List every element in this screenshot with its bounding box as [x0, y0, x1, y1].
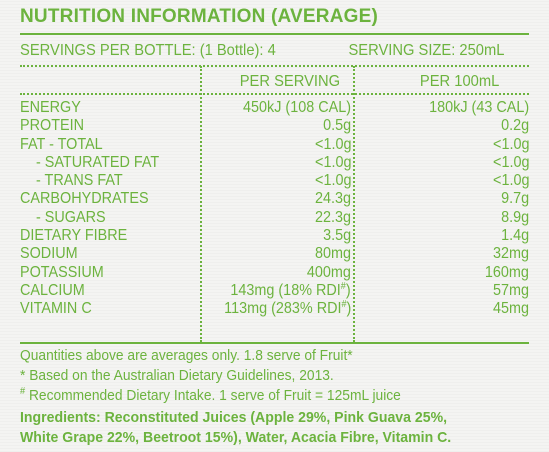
- table-row: DIETARY FIBRE 3.5g 1.4g: [20, 227, 529, 245]
- table-row: ENERGY 450kJ (108 CAL) 180kJ (43 CAL): [20, 99, 529, 117]
- footnote-averages: Quantities above are averages only. 1.8 …: [20, 347, 353, 364]
- table-row: SODIUM 80mg 32mg: [20, 245, 529, 263]
- per-serving-value: 113mg (283% RDI#): [224, 300, 351, 318]
- serving-size: SERVING SIZE: 250mL: [348, 42, 505, 59]
- table-row: PROTEIN 0.5g 0.2g: [20, 117, 529, 135]
- nutrient-name: FAT - TOTAL: [20, 135, 103, 153]
- per-100ml-value: 160mg: [484, 263, 529, 281]
- nutrient-name: ENERGY: [20, 99, 81, 116]
- nutrient-name: - SATURATED FAT: [36, 153, 160, 171]
- per-100ml-value: 57mg: [492, 281, 529, 299]
- rdi-footnote-text: Recommended Dietary Intake. 1 serve of F…: [25, 387, 401, 404]
- per-100ml-value: <1.0g: [492, 153, 529, 171]
- per-serving-amount: 143mg (18% RDI: [230, 281, 342, 299]
- rdi-mark: #: [341, 299, 347, 311]
- column-header-per-100ml: PER 100mL: [419, 73, 499, 90]
- per-serving-value: <1.0g: [314, 135, 351, 153]
- column-divider-right: [353, 66, 355, 342]
- per-100ml-value: <1.0g: [492, 135, 529, 153]
- nutrient-name: CALCIUM: [20, 281, 85, 299]
- nutrition-title: NUTRITION INFORMATION (AVERAGE): [20, 6, 379, 27]
- table-row: - SUGARS 22.3g 8.9g: [20, 209, 529, 227]
- title-rule: [20, 33, 529, 35]
- nutrient-name: VITAMIN C: [20, 300, 92, 318]
- table-row: FAT - TOTAL <1.0g <1.0g: [20, 136, 529, 154]
- per-serving-value: 22.3g: [314, 208, 351, 226]
- per-serving-value: 143mg (18% RDI#): [230, 280, 351, 300]
- ingredients: Ingredients: Reconstituted Juices (Apple…: [20, 408, 528, 448]
- ingredients-line-2: White Grape 22%, Beetroot 15%), Water, A…: [20, 429, 452, 446]
- header-dotted-rule: [20, 65, 529, 67]
- per-serving-value: 0.5g: [322, 117, 351, 135]
- per-serving-value: 80mg: [314, 245, 351, 263]
- closing-paren: ): [346, 281, 351, 299]
- rdi-footnote-mark: #: [20, 386, 26, 397]
- nutrient-name: POTASSIUM: [20, 263, 104, 281]
- per-100ml-value: 8.9g: [500, 208, 529, 226]
- nutrient-table: ENERGY 450kJ (108 CAL) 180kJ (43 CAL) PR…: [20, 99, 529, 319]
- nutrient-name: PROTEIN: [20, 117, 85, 135]
- table-bottom-rule: [20, 342, 529, 344]
- table-row: VITAMIN C 113mg (283% RDI#) 45mg: [20, 300, 529, 318]
- nutrient-name: - TRANS FAT: [36, 172, 123, 190]
- per-100ml-value: 32mg: [492, 245, 529, 263]
- table-row: - SATURATED FAT <1.0g <1.0g: [20, 154, 529, 172]
- column-divider-left: [200, 66, 202, 342]
- per-serving-value: <1.0g: [314, 153, 351, 171]
- per-serving-value: 3.5g: [322, 227, 351, 245]
- per-100ml-value: 1.4g: [500, 227, 529, 245]
- column-header-per-serving: PER SERVING: [239, 73, 340, 90]
- nutrient-name: SODIUM: [20, 245, 78, 263]
- rdi-mark: #: [341, 280, 347, 292]
- per-100ml-value: 45mg: [492, 300, 529, 318]
- nutrient-name: - SUGARS: [36, 208, 106, 226]
- closing-paren: ): [346, 300, 351, 318]
- servings-per-bottle: SERVINGS PER BOTTLE: (1 Bottle): 4: [20, 42, 276, 59]
- nutrient-name: DIETARY FIBRE: [20, 227, 128, 245]
- servings-row: SERVINGS PER BOTTLE: (1 Bottle): 4 SERVI…: [20, 42, 504, 60]
- per-serving-value: 450kJ (108 CAL): [242, 99, 351, 116]
- per-100ml-value: <1.0g: [492, 172, 529, 190]
- per-100ml-value: 9.7g: [500, 190, 529, 208]
- ingredients-line-1: Ingredients: Reconstituted Juices (Apple…: [20, 409, 448, 426]
- column-header-rule: [20, 93, 529, 95]
- per-serving-value: <1.0g: [314, 172, 351, 190]
- nutrient-name: CARBOHYDRATES: [20, 190, 149, 208]
- per-100ml-value: 180kJ (43 CAL): [428, 99, 529, 116]
- per-serving-amount: 113mg (283% RDI: [223, 300, 342, 318]
- table-row: CARBOHYDRATES 24.3g 9.7g: [20, 190, 529, 208]
- table-row: CALCIUM 143mg (18% RDI#) 57mg: [20, 280, 529, 300]
- per-serving-value: 400mg: [306, 263, 351, 281]
- table-row: - TRANS FAT <1.0g <1.0g: [20, 172, 529, 190]
- footnote-rdi: # Recommended Dietary Intake. 1 serve of…: [20, 386, 401, 405]
- per-serving-value: 24.3g: [314, 190, 351, 208]
- footnote-guidelines: * Based on the Australian Dietary Guidel…: [20, 367, 334, 384]
- table-row: POTASSIUM 400mg 160mg: [20, 264, 529, 282]
- per-100ml-value: 0.2g: [500, 117, 529, 135]
